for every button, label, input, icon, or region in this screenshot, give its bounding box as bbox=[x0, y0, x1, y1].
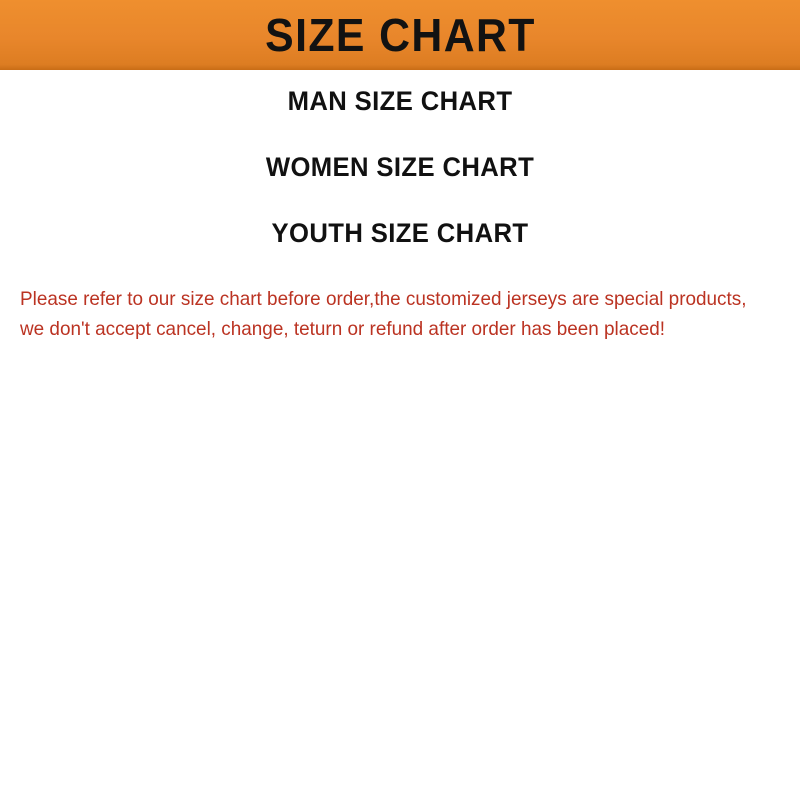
notice-line-1: Please refer to our size chart before or… bbox=[20, 288, 747, 310]
section-title-man: MAN SIZE CHART bbox=[287, 86, 513, 116]
section-title-women: WOMEN SIZE CHART bbox=[265, 152, 535, 182]
page-title: SIZE CHART bbox=[264, 9, 536, 61]
section-title-youth: YOUTH SIZE CHART bbox=[271, 218, 529, 248]
page-banner: SIZE CHART bbox=[0, 0, 800, 70]
order-notice: Please refer to our size chart before or… bbox=[20, 284, 757, 344]
notice-line-2: we don't accept cancel, change, teturn o… bbox=[20, 318, 666, 341]
